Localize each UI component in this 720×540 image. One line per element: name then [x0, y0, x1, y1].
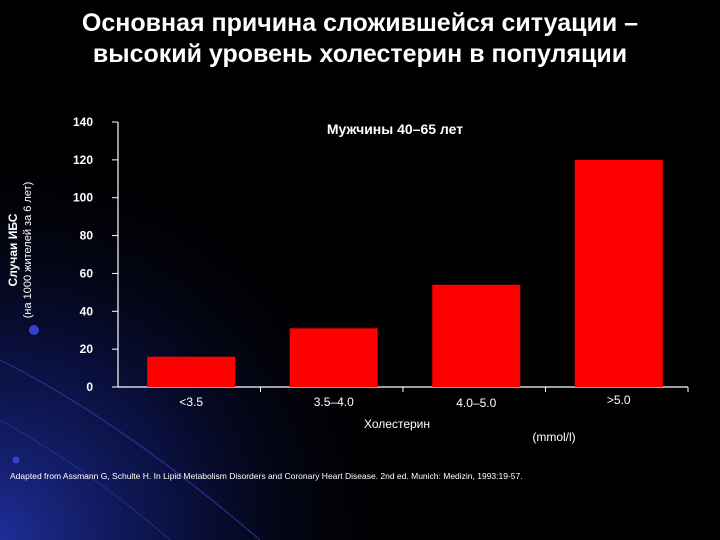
y-axis-label: Случаи ИБС (на 1000 жителей за 6 лет)	[6, 182, 34, 319]
bar	[574, 159, 663, 387]
y-tick-label: 120	[73, 153, 93, 167]
title-line-2: высокий уровень холестерин в популяции	[92, 40, 628, 68]
decorative-dot	[29, 325, 39, 335]
page-title: Основная причина сложившейся ситуации – …	[0, 8, 720, 70]
bar	[289, 328, 378, 387]
x-axis-label: Холестерин	[364, 417, 430, 431]
x-tick-label: <3.5	[179, 395, 203, 409]
x-axis-unit: (mmol/l)	[532, 430, 575, 444]
decorative-dot	[12, 456, 20, 464]
y-tick-label: 140	[73, 115, 93, 129]
source-citation: Adapted from Assmann G, Schulte H. In Li…	[10, 471, 523, 481]
x-tick-label: 3.5–4.0	[314, 395, 354, 409]
title-line-1: Основная причина сложившейся ситуации –	[81, 9, 639, 37]
bar	[147, 356, 236, 387]
y-tick-label: 80	[80, 229, 94, 243]
y-axis-label-line-1: Случаи ИБС	[6, 213, 20, 286]
y-tick-label: 60	[80, 266, 94, 280]
y-tick-label: 20	[80, 342, 94, 356]
bar	[432, 284, 521, 387]
chart-title: Мужчины 40–65 лет	[327, 121, 463, 137]
y-tick-label: 40	[80, 304, 94, 318]
y-tick-label: 0	[86, 380, 93, 394]
chart-bars	[147, 159, 663, 387]
y-axis-label-line-2: (на 1000 жителей за 6 лет)	[22, 182, 34, 319]
x-tick-label: >5.0	[607, 393, 631, 407]
y-tick-label: 100	[73, 191, 93, 205]
x-tick-label: 4.0–5.0	[456, 396, 496, 410]
chart-labels: 0 20 40 60 80 100 120 140 <3.5 3.5–4.0 4.0–5.0 >5.0…	[6, 115, 631, 444]
